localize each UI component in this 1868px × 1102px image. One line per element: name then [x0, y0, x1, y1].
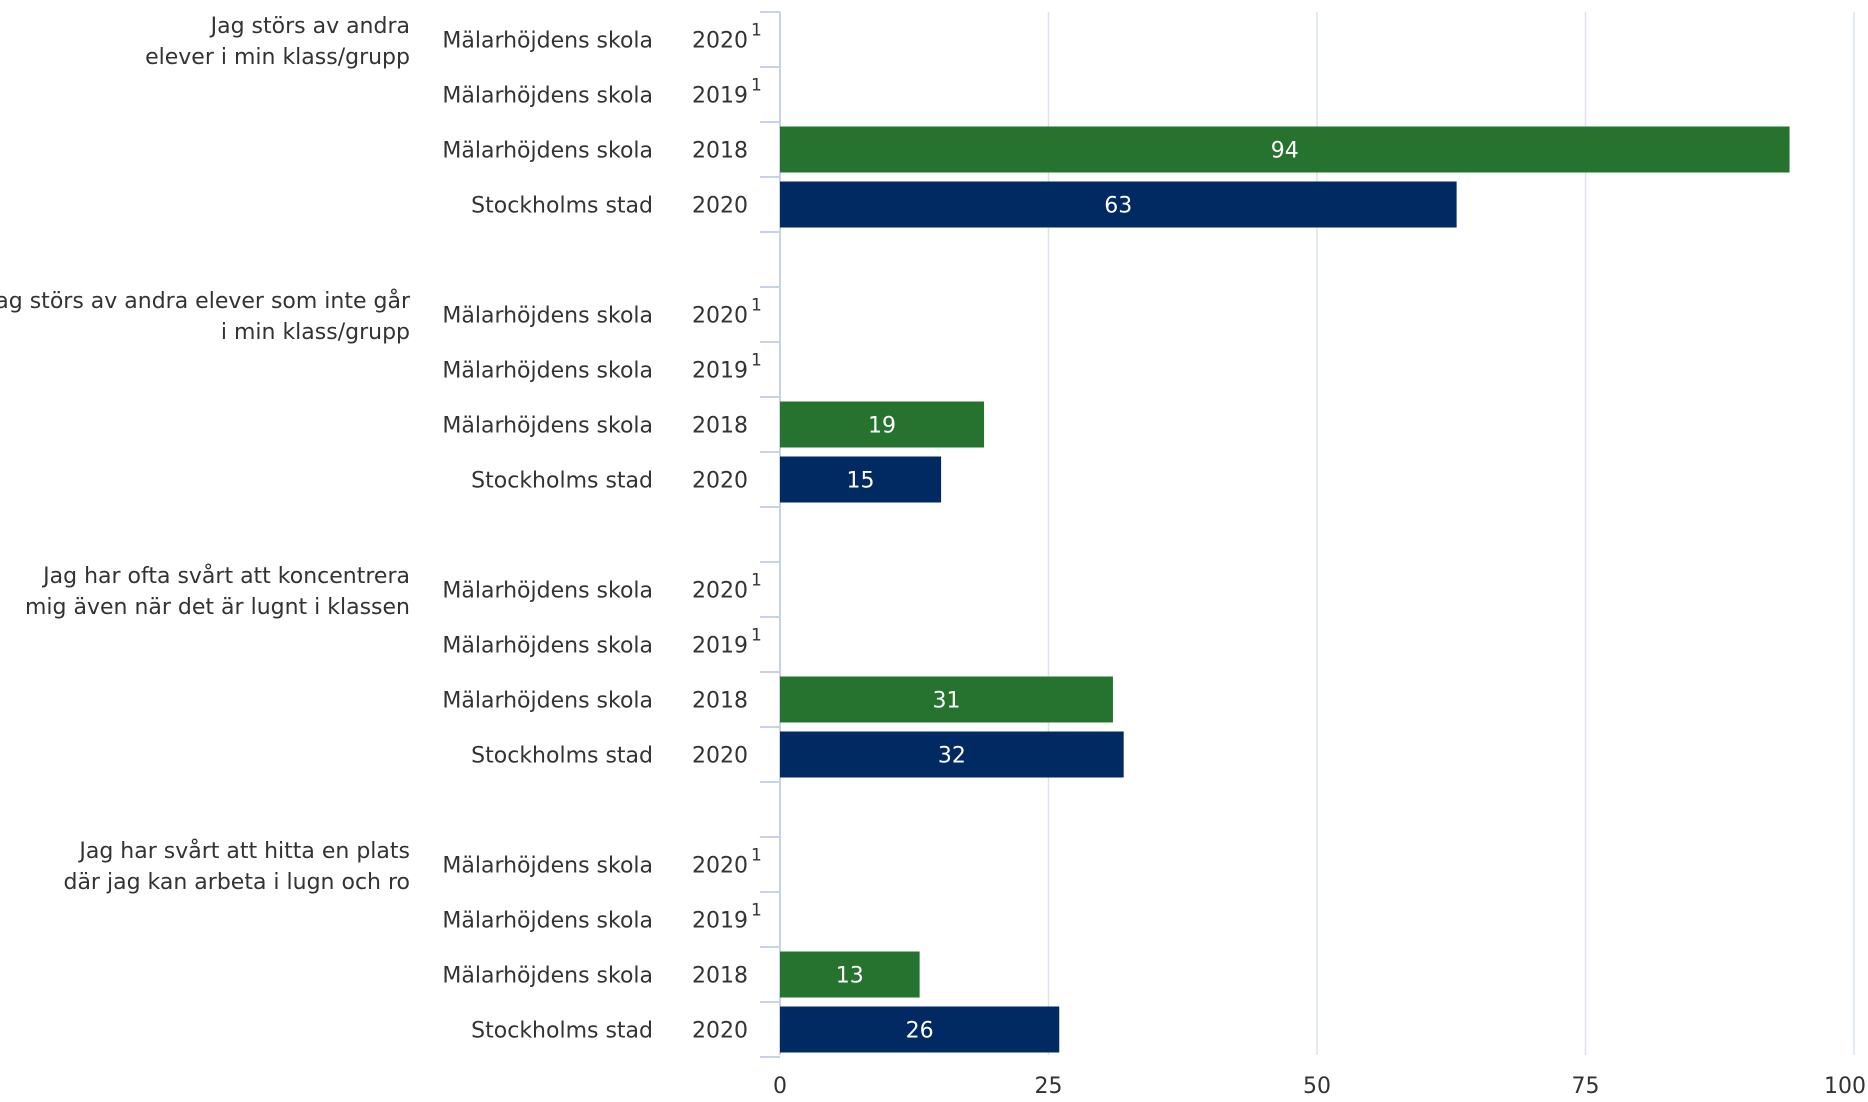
question-label-line: mig även när det är lugnt i klassen — [25, 595, 410, 620]
bar — [780, 401, 985, 448]
x-tick-label: 0 — [773, 1074, 787, 1098]
year-label: 2019 — [692, 359, 748, 384]
footnote-marker: 1 — [751, 351, 762, 371]
question-label: Jag har svårt att hitta en plats där jag … — [63, 838, 410, 895]
footnote-marker: 1 — [751, 296, 762, 316]
bar — [780, 951, 920, 998]
bar-value-label: 13 — [836, 964, 864, 989]
question-label-line: där jag kan arbeta i lugn och ro — [63, 870, 410, 895]
year-label: 2020 — [692, 854, 748, 879]
year-label: 2020 — [692, 304, 748, 329]
year-label: 2018 — [692, 689, 748, 714]
year-label: 2018 — [692, 964, 748, 989]
year-label: 2018 — [692, 414, 748, 439]
year-label: 2019 — [692, 634, 748, 659]
footnote-marker: 1 — [751, 21, 762, 41]
category-label: Mälarhöjdens skola — [442, 964, 653, 989]
bar — [780, 126, 1790, 173]
bar-value-label: 26 — [906, 1019, 934, 1044]
category-label: Mälarhöjdens skola — [442, 304, 653, 329]
bar-value-label: 31 — [932, 689, 960, 714]
year-label: 2019 — [692, 84, 748, 109]
year-label: 2020 — [692, 1019, 748, 1044]
category-label: Mälarhöjdens skola — [442, 579, 653, 604]
category-label: Mälarhöjdens skola — [442, 909, 653, 934]
category-label: Stockholms stad — [471, 469, 653, 494]
x-tick-label: 50 — [1303, 1074, 1331, 1098]
year-label: 2018 — [692, 139, 748, 164]
question-label-line: Jag störs av andra elever som inte går — [0, 288, 411, 314]
footnote-marker: 1 — [751, 901, 762, 921]
question-label-line: Jag har ofta svårt att koncentrera — [41, 563, 410, 589]
category-label: Stockholms stad — [471, 744, 653, 769]
category-label: Stockholms stad — [471, 1019, 653, 1044]
bar — [780, 1006, 1060, 1053]
x-tick-label: 25 — [1035, 1074, 1063, 1098]
x-tick-label: 100 — [1824, 1074, 1866, 1098]
bar-value-label: 63 — [1104, 194, 1132, 219]
category-label: Stockholms stad — [471, 194, 653, 219]
question-label: Jag störs av andra elever som inte går i … — [0, 288, 411, 345]
bar — [780, 731, 1124, 778]
bar — [780, 456, 942, 503]
bar-value-label: 19 — [868, 414, 896, 439]
question-label-line: elever i min klass/grupp — [145, 45, 410, 70]
bar-value-label: 32 — [938, 744, 966, 769]
category-label: Mälarhöjdens skola — [442, 29, 653, 54]
question-label-line: i min klass/grupp — [221, 320, 410, 345]
bar-value-label: 15 — [847, 469, 875, 494]
footnote-marker: 1 — [751, 76, 762, 96]
question-label: Jag störs av andra elever i min klass/gru… — [145, 14, 410, 70]
category-label: Mälarhöjdens skola — [442, 689, 653, 714]
category-label: Mälarhöjdens skola — [442, 854, 653, 879]
bar-value-label: 94 — [1271, 139, 1299, 164]
year-label: 2020 — [692, 194, 748, 219]
category-label: Mälarhöjdens skola — [442, 139, 653, 164]
year-label: 2019 — [692, 909, 748, 934]
bar — [780, 181, 1457, 228]
bar — [780, 676, 1113, 723]
footnote-marker: 1 — [751, 571, 762, 591]
footnote-marker: 1 — [751, 626, 762, 646]
category-label: Mälarhöjdens skola — [442, 359, 653, 384]
year-label: 2020 — [692, 744, 748, 769]
year-label: 2020 — [692, 29, 748, 54]
footnote-marker: 1 — [751, 846, 762, 866]
year-label: 2020 — [692, 579, 748, 604]
question-label-line: Jag störs av andra — [209, 14, 410, 39]
category-label: Mälarhöjdens skola — [442, 634, 653, 659]
x-tick-label: 75 — [1572, 1074, 1600, 1098]
question-label: Jag har ofta svårt att koncentrera mig äv… — [25, 563, 410, 620]
year-label: 2020 — [692, 469, 748, 494]
category-label: Mälarhöjdens skola — [442, 84, 653, 109]
category-label: Mälarhöjdens skola — [442, 414, 653, 439]
question-label-line: Jag har svårt att hitta en plats — [77, 838, 410, 864]
